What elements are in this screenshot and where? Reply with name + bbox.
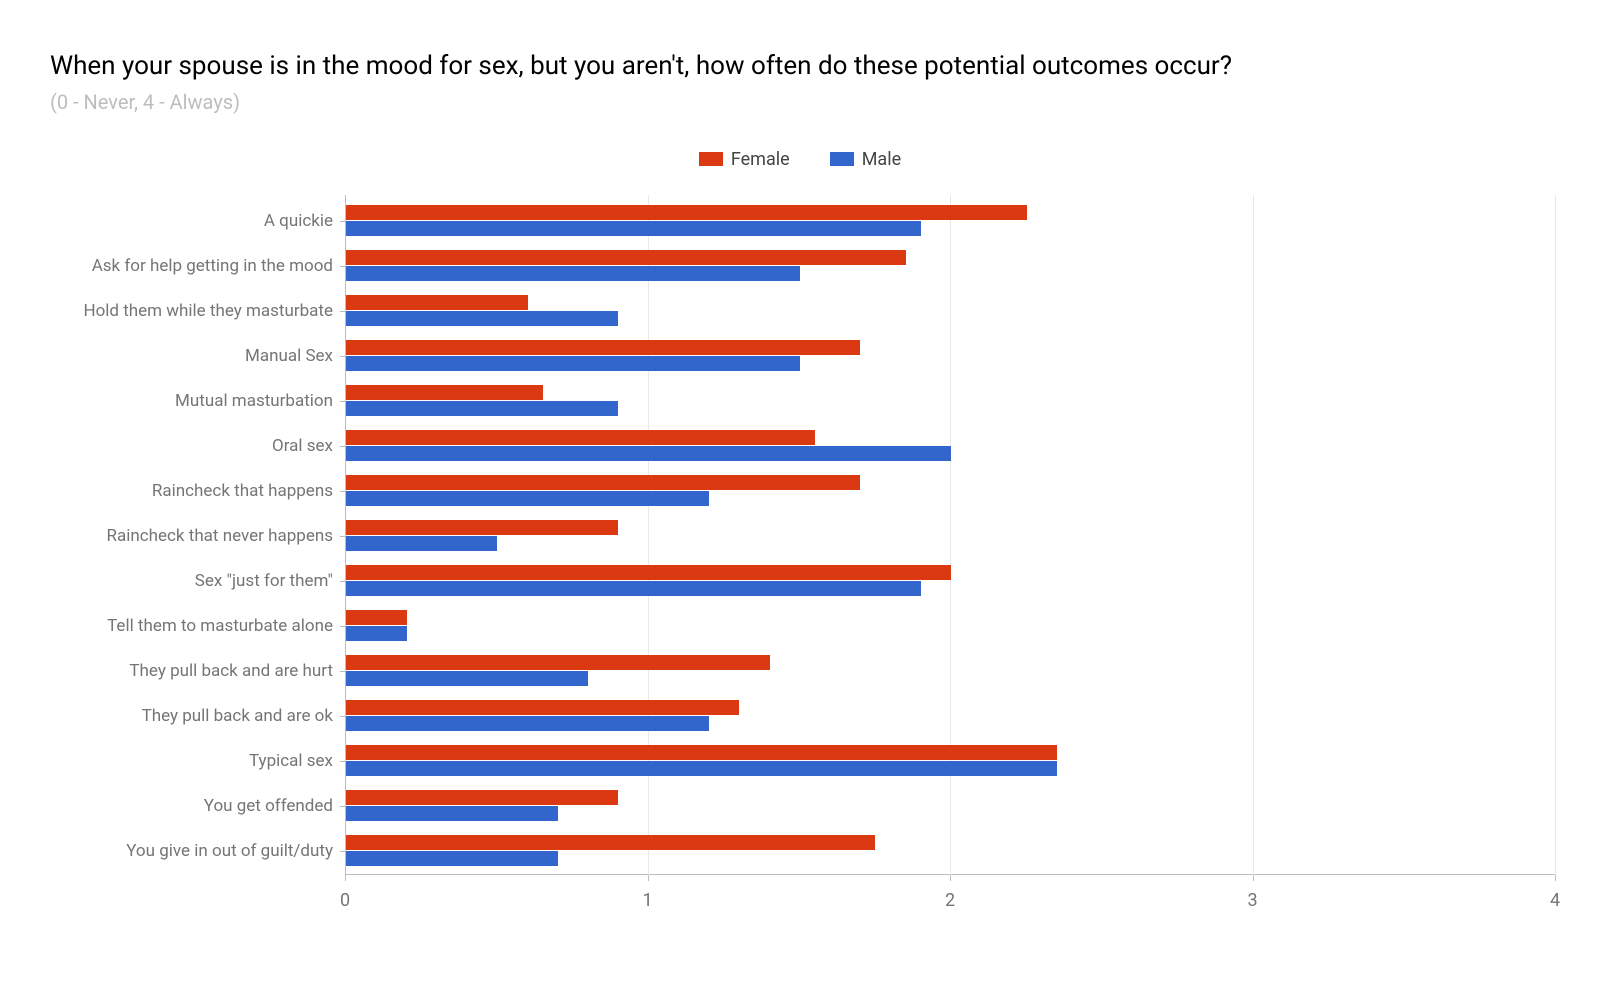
bar-male [346, 536, 497, 551]
category-row: Sex "just for them" [345, 559, 1555, 604]
category-row: You give in out of guilt/duty [345, 829, 1555, 874]
bar-female [346, 385, 543, 400]
category-label: Oral sex [43, 436, 345, 456]
category-row: Mutual masturbation [345, 379, 1555, 424]
bar-male [346, 851, 558, 866]
category-row: Typical sex [345, 739, 1555, 784]
chart-title: When your spouse is in the mood for sex,… [50, 50, 1550, 84]
category-row: A quickie [345, 199, 1555, 244]
category-row: Manual Sex [345, 334, 1555, 379]
plot-rect: A quickieAsk for help getting in the moo… [345, 195, 1555, 875]
bar-female [346, 610, 407, 625]
chart-subtitle: (0 - Never, 4 - Always) [50, 90, 1550, 114]
bar-female [346, 430, 815, 445]
chart-area: A quickieAsk for help getting in the moo… [345, 195, 1555, 915]
x-tick [1555, 875, 1556, 881]
legend-label-female: Female [731, 149, 790, 170]
bar-male [346, 671, 588, 686]
legend: Female Male [50, 149, 1550, 170]
y-tick [340, 311, 345, 312]
category-label: Ask for help getting in the mood [43, 256, 345, 276]
category-label: Hold them while they masturbate [43, 301, 345, 321]
bar-female [346, 520, 618, 535]
legend-swatch-male [830, 152, 854, 166]
bar-male [346, 626, 407, 641]
category-row: Hold them while they masturbate [345, 289, 1555, 334]
category-label: Sex "just for them" [43, 571, 345, 591]
y-tick [340, 266, 345, 267]
category-row: You get offended [345, 784, 1555, 829]
category-label: Tell them to masturbate alone [43, 616, 345, 636]
legend-swatch-female [699, 152, 723, 166]
legend-item-female: Female [699, 149, 790, 170]
category-label: Raincheck that happens [43, 481, 345, 501]
category-label: A quickie [43, 211, 345, 231]
y-tick [340, 536, 345, 537]
bar-male [346, 491, 709, 506]
bar-male [346, 311, 618, 326]
x-tick-label: 0 [340, 890, 350, 911]
category-row: Raincheck that happens [345, 469, 1555, 514]
bar-male [346, 266, 800, 281]
legend-item-male: Male [830, 149, 901, 170]
bar-male [346, 716, 709, 731]
x-tick [648, 875, 649, 881]
y-tick [340, 761, 345, 762]
x-tick [1253, 875, 1254, 881]
bar-female [346, 475, 860, 490]
y-tick [340, 446, 345, 447]
chart-container: When your spouse is in the mood for sex,… [0, 0, 1600, 989]
bar-female [346, 835, 875, 850]
y-tick [340, 851, 345, 852]
category-row: Ask for help getting in the mood [345, 244, 1555, 289]
y-tick [340, 581, 345, 582]
category-label: You get offended [43, 796, 345, 816]
x-tick-label: 2 [945, 890, 955, 911]
x-tick-label: 1 [642, 890, 652, 911]
y-tick [340, 221, 345, 222]
bar-male [346, 356, 800, 371]
category-row: They pull back and are ok [345, 694, 1555, 739]
bar-female [346, 340, 860, 355]
category-label: Typical sex [43, 751, 345, 771]
gridline [1555, 195, 1556, 875]
category-label: They pull back and are hurt [43, 661, 345, 681]
y-tick [340, 401, 345, 402]
category-label: Raincheck that never happens [43, 526, 345, 546]
bar-male [346, 221, 921, 236]
legend-label-male: Male [862, 149, 901, 170]
category-label: Manual Sex [43, 346, 345, 366]
category-row: Raincheck that never happens [345, 514, 1555, 559]
bar-male [346, 446, 951, 461]
x-tick-label: 3 [1247, 890, 1257, 911]
y-tick [340, 671, 345, 672]
category-row: They pull back and are hurt [345, 649, 1555, 694]
y-tick [340, 806, 345, 807]
bar-male [346, 806, 558, 821]
bar-female [346, 250, 906, 265]
x-tick-label: 4 [1550, 890, 1560, 911]
bar-male [346, 581, 921, 596]
category-label: They pull back and are ok [43, 706, 345, 726]
category-row: Oral sex [345, 424, 1555, 469]
y-tick [340, 716, 345, 717]
bar-male [346, 761, 1057, 776]
bar-female [346, 205, 1027, 220]
bar-female [346, 655, 770, 670]
category-row: Tell them to masturbate alone [345, 604, 1555, 649]
x-tick [345, 875, 346, 881]
bar-female [346, 745, 1057, 760]
bar-male [346, 401, 618, 416]
bar-female [346, 790, 618, 805]
category-label: Mutual masturbation [43, 391, 345, 411]
bar-female [346, 295, 528, 310]
y-tick [340, 356, 345, 357]
y-tick [340, 626, 345, 627]
bar-female [346, 565, 951, 580]
category-label: You give in out of guilt/duty [43, 841, 345, 861]
x-tick [950, 875, 951, 881]
y-tick [340, 491, 345, 492]
bar-female [346, 700, 739, 715]
